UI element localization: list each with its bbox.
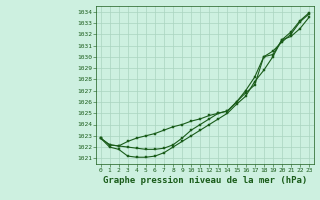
X-axis label: Graphe pression niveau de la mer (hPa): Graphe pression niveau de la mer (hPa) (103, 176, 307, 185)
